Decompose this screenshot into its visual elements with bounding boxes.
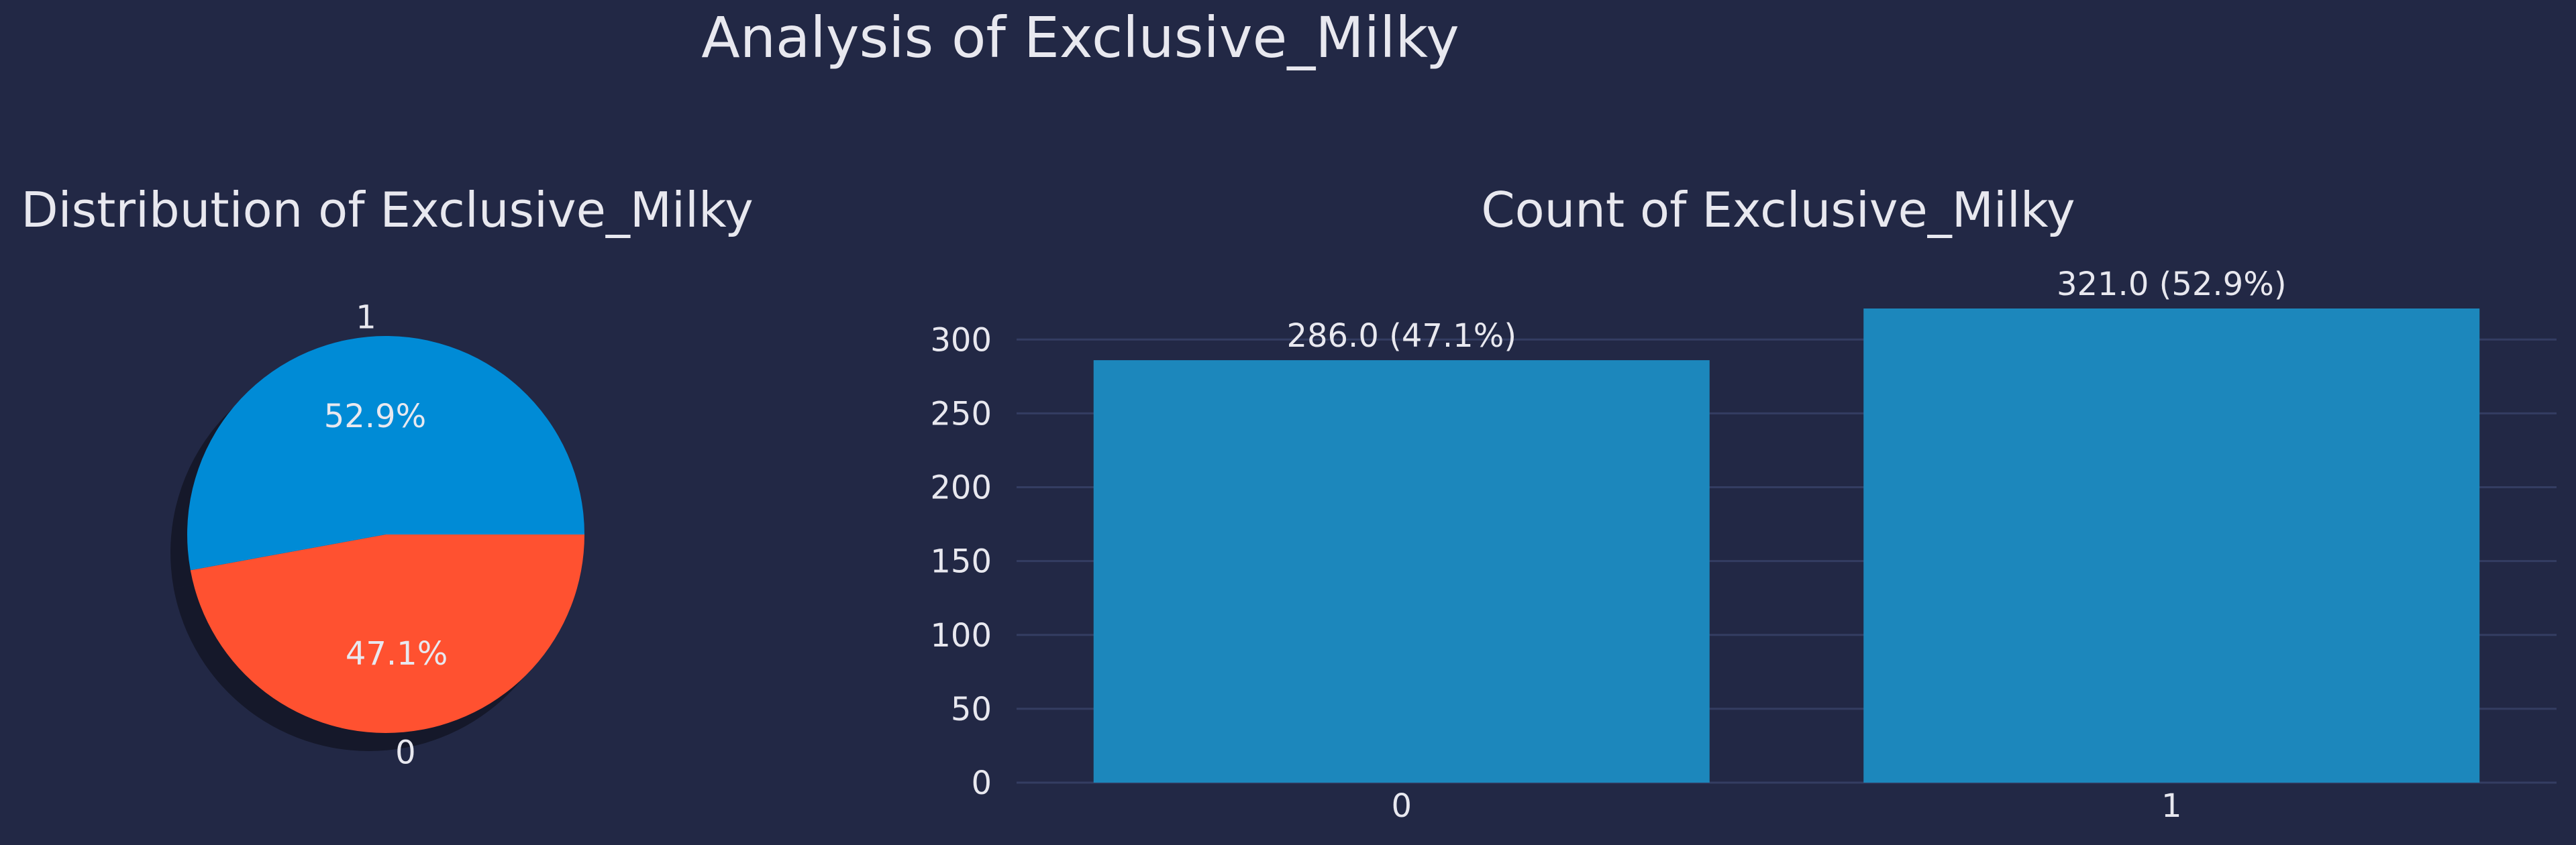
y-tick-label: 100 bbox=[930, 617, 992, 655]
y-tick-label: 50 bbox=[951, 691, 992, 728]
bar-data-label: 321.0 (52.9%) bbox=[2057, 266, 2287, 303]
bar-data-label: 286.0 (47.1%) bbox=[1286, 317, 1516, 355]
pie-percent-label: 47.1% bbox=[346, 635, 448, 673]
y-tick-label: 150 bbox=[930, 543, 992, 581]
figure-title: Analysis of Exclusive_Milky bbox=[701, 5, 1459, 70]
bar-y-tick-labels: 0 50 100 150 200 250 300 bbox=[930, 321, 992, 802]
pie-panel: Distribution of Exclusive_Milky 1 52.9% 0 4… bbox=[21, 182, 754, 771]
pie-title: Distribution of Exclusive_Milky bbox=[21, 182, 754, 238]
x-tick-label: 1 bbox=[2161, 787, 2182, 825]
y-tick-label: 0 bbox=[971, 765, 992, 802]
bar-bars bbox=[1093, 308, 2480, 783]
pie-category-label: 0 bbox=[395, 734, 416, 771]
bar-1 bbox=[1863, 308, 2480, 783]
pie-labels: 1 52.9% 0 47.1% bbox=[324, 299, 448, 772]
bar-0 bbox=[1093, 360, 1710, 783]
y-tick-label: 200 bbox=[930, 469, 992, 507]
y-tick-label: 250 bbox=[930, 395, 992, 433]
bar-title: Count of Exclusive_Milky bbox=[1481, 182, 2075, 238]
bar-panel: Count of Exclusive_Milky 0 50 100 150 200 250… bbox=[930, 182, 2557, 825]
pie-slices bbox=[187, 335, 584, 733]
pie-slice-0 bbox=[190, 534, 584, 733]
x-tick-label: 0 bbox=[1391, 787, 1412, 825]
pie-category-label: 1 bbox=[356, 299, 376, 337]
bar-data-labels: 286.0 (47.1%) 321.0 (52.9%) bbox=[1286, 266, 2286, 355]
y-tick-label: 300 bbox=[930, 321, 992, 359]
pie-slice-1 bbox=[187, 335, 584, 571]
pie-percent-label: 52.9% bbox=[324, 398, 426, 435]
